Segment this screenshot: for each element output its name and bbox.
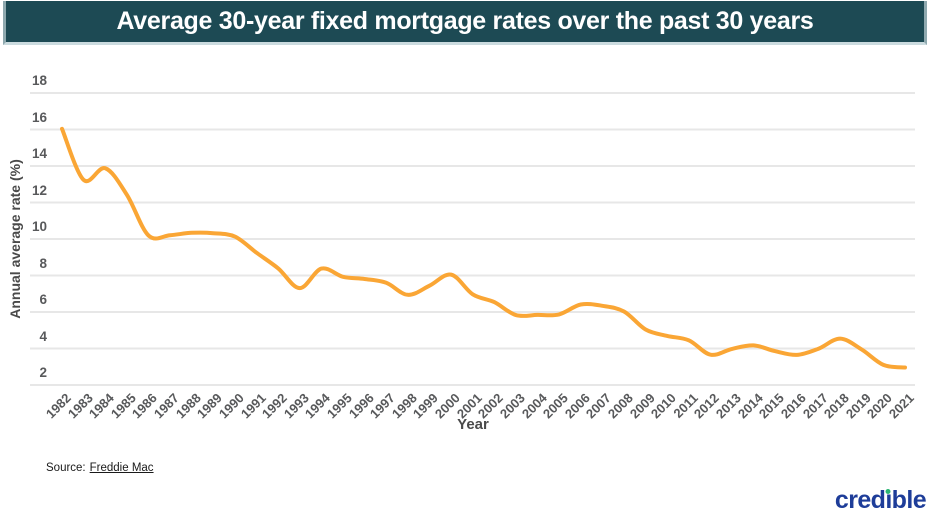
y-tick-label: 18 xyxy=(31,73,47,88)
y-tick-label: 14 xyxy=(31,146,47,161)
logo-green-dot-icon xyxy=(885,488,891,494)
gridlines xyxy=(30,92,915,386)
credible-logo: cred ı ble xyxy=(834,486,927,514)
y-tick-label: 10 xyxy=(31,219,47,234)
logo-text-pre: cred xyxy=(834,486,886,514)
y-tick-label: 2 xyxy=(39,365,47,380)
y-tick-label: 16 xyxy=(31,109,47,125)
x-axis-title: Year xyxy=(457,416,489,433)
rate-line xyxy=(60,126,907,370)
y-tick-label: 4 xyxy=(39,328,47,344)
y-tick-label: 6 xyxy=(39,292,47,307)
source-attribution: Source: Freddie Mac xyxy=(46,462,154,474)
chart-title: Average 30-year fixed mortgage rates ove… xyxy=(116,7,814,35)
source-link[interactable]: Freddie Mac xyxy=(89,462,154,474)
y-tick-label: 12 xyxy=(31,182,47,198)
y-tick-label: 8 xyxy=(39,255,47,271)
logo-letter-i: ı xyxy=(885,486,892,514)
logo-text-post: ble xyxy=(891,486,927,514)
chart-title-bar: Average 30-year fixed mortgage rates ove… xyxy=(3,1,927,45)
source-label: Source: xyxy=(46,462,86,474)
y-axis-title: Annual average rate (%) xyxy=(7,159,23,319)
